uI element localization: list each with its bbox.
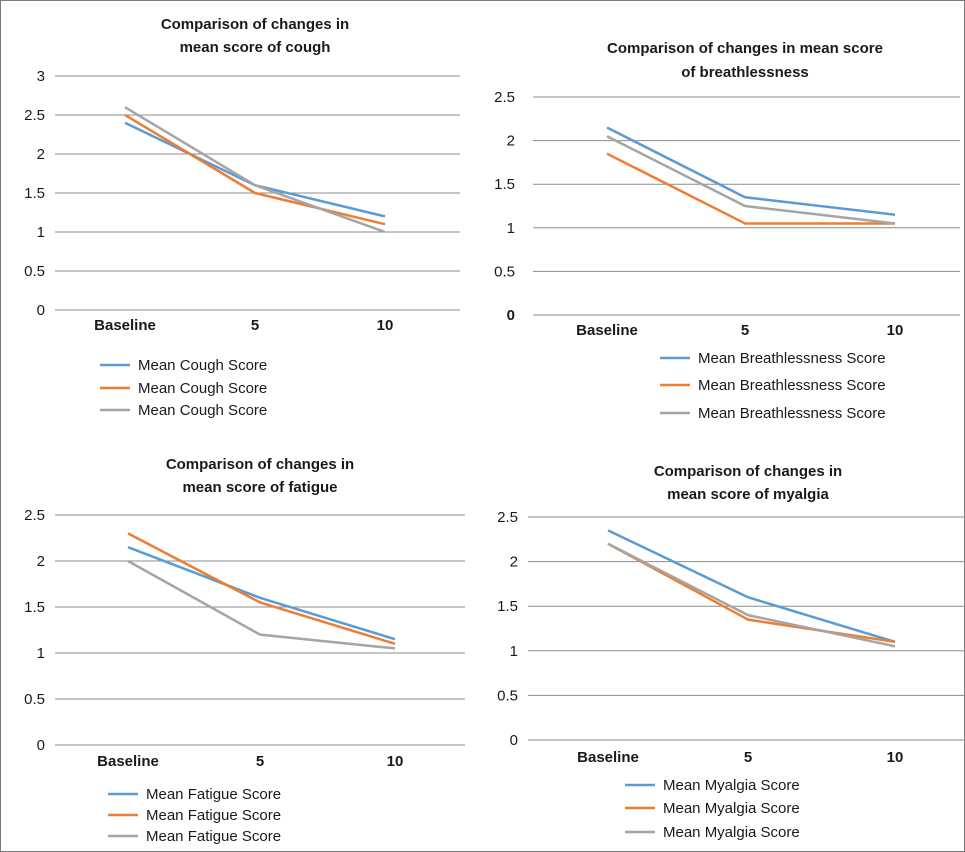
y-tick-label: 1 <box>510 643 518 660</box>
cough-series-1-line <box>124 121 386 218</box>
y-tick-label: 2 <box>507 133 515 150</box>
breathlessness-chart: Comparison of changes in mean score of br… <box>480 0 965 440</box>
y-tick-label: 0.5 <box>24 691 45 708</box>
myalgia-chart: Comparison of changes in mean score of my… <box>480 440 965 852</box>
y-tick-label: 0.5 <box>24 263 45 280</box>
y-tick-label: 2.5 <box>497 509 518 526</box>
myalgia-series-2-line <box>607 542 896 644</box>
legend-label: Mean Myalgia Score <box>663 824 800 841</box>
y-tick-label: 1.5 <box>494 176 515 193</box>
x-tick-label: Baseline <box>94 317 156 334</box>
chart-title: mean score of myalgia <box>667 486 829 503</box>
x-tick-label: 5 <box>741 322 749 339</box>
x-tick-label: Baseline <box>576 322 638 339</box>
legend-label: Mean Myalgia Score <box>663 800 800 817</box>
fatigue-series-1-line <box>127 546 396 641</box>
breathlessness-series-1-line <box>606 126 896 216</box>
x-tick-label: 5 <box>256 753 264 770</box>
cough-series-2-line <box>124 113 386 226</box>
chart-title: Comparison of changes in <box>166 456 354 473</box>
y-tick-label: 1.5 <box>24 185 45 202</box>
breathlessness-series-2-line <box>606 152 895 225</box>
y-tick-label: 0 <box>37 737 45 754</box>
chart-title: Comparison of changes in <box>161 16 349 33</box>
fatigue-series-2-line <box>127 532 396 645</box>
x-tick-label: 10 <box>887 322 904 339</box>
y-tick-label: 1 <box>37 645 45 662</box>
legend-label: Mean Breathlessness Score <box>698 377 886 394</box>
y-tick-label: 0 <box>507 307 515 324</box>
x-tick-label: 10 <box>387 753 404 770</box>
x-tick-label: 5 <box>744 749 752 766</box>
y-tick-label: 2.5 <box>494 89 515 106</box>
x-tick-label: 10 <box>377 317 394 334</box>
y-tick-label: 2.5 <box>24 507 45 524</box>
y-tick-label: 2 <box>37 553 45 570</box>
y-tick-label: 1.5 <box>24 599 45 616</box>
legend-label: Mean Cough Score <box>138 402 267 419</box>
x-tick-label: Baseline <box>577 749 639 766</box>
myalgia-series-3-line <box>607 542 896 648</box>
y-tick-label: 0 <box>510 732 518 749</box>
legend-label: Mean Breathlessness Score <box>698 350 886 367</box>
cough-chart: Comparison of changes in mean score of co… <box>0 0 480 440</box>
y-tick-label: 1 <box>507 220 515 237</box>
myalgia-series-1-line <box>607 529 896 644</box>
x-tick-label: Baseline <box>97 753 159 770</box>
cough-series-3-line <box>124 106 386 234</box>
y-tick-label: 2 <box>37 146 45 163</box>
y-tick-label: 1 <box>37 224 45 241</box>
chart-title: of breathlessness <box>681 64 809 81</box>
legend-label: Mean Fatigue Score <box>146 807 281 824</box>
chart-title: Comparison of changes in mean score <box>607 40 883 57</box>
breathlessness-chart-svg: Comparison of changes in mean score of br… <box>494 40 960 422</box>
chart-title: Comparison of changes in <box>654 463 842 480</box>
legend-label: Mean Myalgia Score <box>663 777 800 794</box>
fatigue-chart: Comparison of changes in mean score of fa… <box>0 440 480 852</box>
legend-label: Mean Fatigue Score <box>146 786 281 803</box>
legend-label: Mean Fatigue Score <box>146 828 281 845</box>
breathlessness-series-3-line <box>606 135 896 225</box>
myalgia-chart-svg: Comparison of changes in mean score of my… <box>497 463 965 841</box>
legend-label: Mean Cough Score <box>138 357 267 374</box>
fatigue-series-3-line <box>127 559 396 650</box>
x-tick-label: 5 <box>251 317 259 334</box>
x-tick-label: 10 <box>887 749 904 766</box>
fatigue-chart-svg: Comparison of changes in mean score of fa… <box>24 456 465 845</box>
chart-title: mean score of fatigue <box>182 479 337 496</box>
y-tick-label: 2 <box>510 554 518 571</box>
y-tick-label: 0.5 <box>494 263 515 280</box>
y-tick-label: 0 <box>37 302 45 319</box>
y-tick-label: 3 <box>37 68 45 85</box>
y-tick-label: 2.5 <box>24 107 45 124</box>
legend-label: Mean Breathlessness Score <box>698 405 886 422</box>
cough-chart-svg: Comparison of changes in mean score of co… <box>24 16 460 419</box>
legend-label: Mean Cough Score <box>138 380 267 397</box>
y-tick-label: 1.5 <box>497 598 518 615</box>
y-tick-label: 0.5 <box>497 687 518 704</box>
chart-title: mean score of cough <box>180 39 331 56</box>
